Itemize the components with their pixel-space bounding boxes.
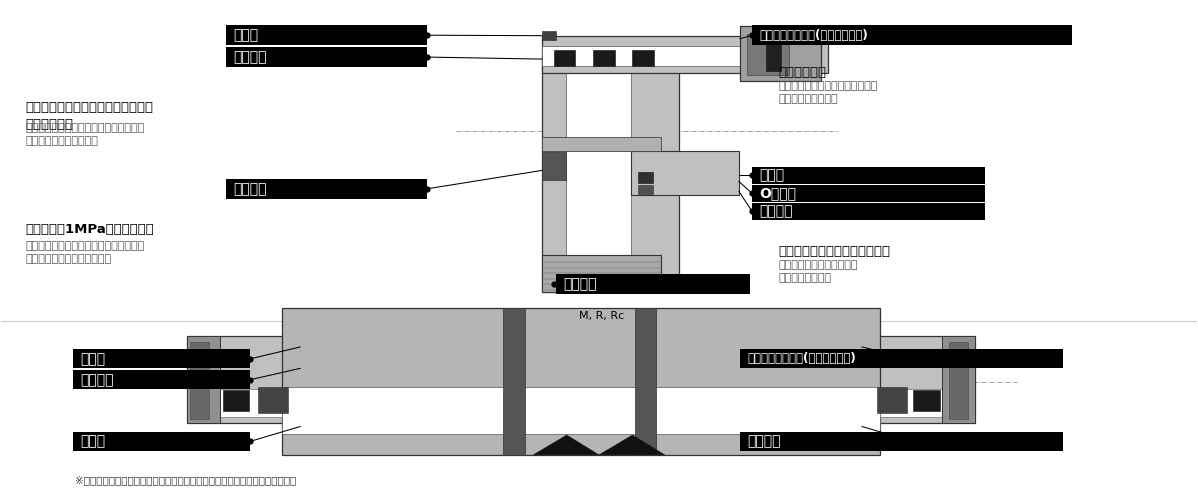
Polygon shape <box>541 46 775 66</box>
Text: チャックにより確実な嘱い付きを行い、
チャーブ保持力を増大。: チャックにより確実な嘱い付きを行い、 チャーブ保持力を増大。 <box>25 123 145 146</box>
Polygon shape <box>593 50 615 66</box>
Bar <box>752 203 985 220</box>
Text: チャックがチャーブへ必要以上に
嘱い込むのを防止。: チャックがチャーブへ必要以上に 嘱い込むのを防止。 <box>779 81 878 104</box>
Polygon shape <box>633 50 654 66</box>
Polygon shape <box>283 386 879 434</box>
Polygon shape <box>187 336 325 423</box>
Polygon shape <box>503 308 525 455</box>
Bar <box>752 167 985 184</box>
Text: スタッド: スタッド <box>760 204 793 218</box>
Text: パッキン: パッキン <box>234 182 267 196</box>
Text: 特殊形状により、確実なシールおよび、
チャーブ挟入時の抗抜が小。: 特殊形状により、確実なシールおよび、 チャーブ挟入時の抗抜が小。 <box>25 241 145 264</box>
Polygon shape <box>259 387 289 413</box>
Text: M, R, Rc: M, R, Rc <box>579 311 624 321</box>
Polygon shape <box>839 336 975 423</box>
Polygon shape <box>740 26 822 81</box>
Polygon shape <box>541 36 829 74</box>
Polygon shape <box>949 342 968 419</box>
Bar <box>73 432 250 451</box>
Bar <box>226 26 426 45</box>
Text: 狭いスペースでの配管に効果的: 狭いスペースでの配管に効果的 <box>779 245 890 258</box>
Bar <box>556 274 750 294</box>
Bar <box>226 179 426 199</box>
Text: ボディとねじ部が回転し、
位置決めが可能。: ボディとねじ部が回転し、 位置決めが可能。 <box>779 260 858 283</box>
Bar <box>752 26 1072 45</box>
Polygon shape <box>541 54 679 292</box>
Polygon shape <box>635 308 657 455</box>
Text: 低真空から1MPaまで使用可能: 低真空から1MPaまで使用可能 <box>25 222 155 235</box>
Polygon shape <box>879 389 975 416</box>
Polygon shape <box>283 308 879 455</box>
Polygon shape <box>541 255 661 292</box>
Text: Oリング: Oリング <box>760 186 797 200</box>
Polygon shape <box>541 152 565 180</box>
Text: ボディ: ボディ <box>80 434 105 448</box>
Polygon shape <box>599 435 665 455</box>
Bar <box>226 47 426 67</box>
Polygon shape <box>187 336 220 423</box>
Text: ※ねじ部がなくボディ材質が樹脂のみの製品は全て銅系不可樱式となります。: ※ねじ部がなくボディ材質が樹脂のみの製品は全て銅系不可樱式となります。 <box>75 474 297 484</box>
Bar <box>740 350 1063 368</box>
Polygon shape <box>541 31 556 40</box>
Text: リリースプッシュ(ライトグレー): リリースプッシュ(ライトグレー) <box>760 28 867 42</box>
Text: 接続ねじ: 接続ねじ <box>563 277 597 291</box>
Polygon shape <box>877 387 907 413</box>
Bar <box>740 432 1063 451</box>
Polygon shape <box>187 389 283 416</box>
Text: 軽い取外し力: 軽い取外し力 <box>779 66 827 79</box>
Polygon shape <box>639 172 653 183</box>
Text: ナイロンにもウレタンにも使用可能
大きな保持力: ナイロンにもウレタンにも使用可能 大きな保持力 <box>25 101 153 131</box>
Text: リリースプッシュ(ライトグレー): リリースプッシュ(ライトグレー) <box>748 352 855 366</box>
Polygon shape <box>639 186 653 194</box>
Polygon shape <box>942 336 975 423</box>
Text: ガイド: ガイド <box>80 352 105 366</box>
Polygon shape <box>767 41 781 71</box>
Polygon shape <box>553 50 575 66</box>
Polygon shape <box>541 136 661 150</box>
Polygon shape <box>913 390 939 410</box>
Text: チャック: チャック <box>234 50 267 64</box>
Polygon shape <box>565 74 631 292</box>
Bar <box>73 370 250 389</box>
Bar <box>752 185 985 202</box>
Polygon shape <box>748 34 789 75</box>
Text: ボディ: ボディ <box>760 168 785 182</box>
Polygon shape <box>533 435 599 455</box>
Bar <box>73 350 250 368</box>
Text: ガイド: ガイド <box>234 28 259 42</box>
Text: チャック: チャック <box>80 373 114 387</box>
Text: パッキン: パッキン <box>748 434 781 448</box>
Polygon shape <box>631 150 739 196</box>
Polygon shape <box>223 390 249 410</box>
Polygon shape <box>190 342 210 419</box>
